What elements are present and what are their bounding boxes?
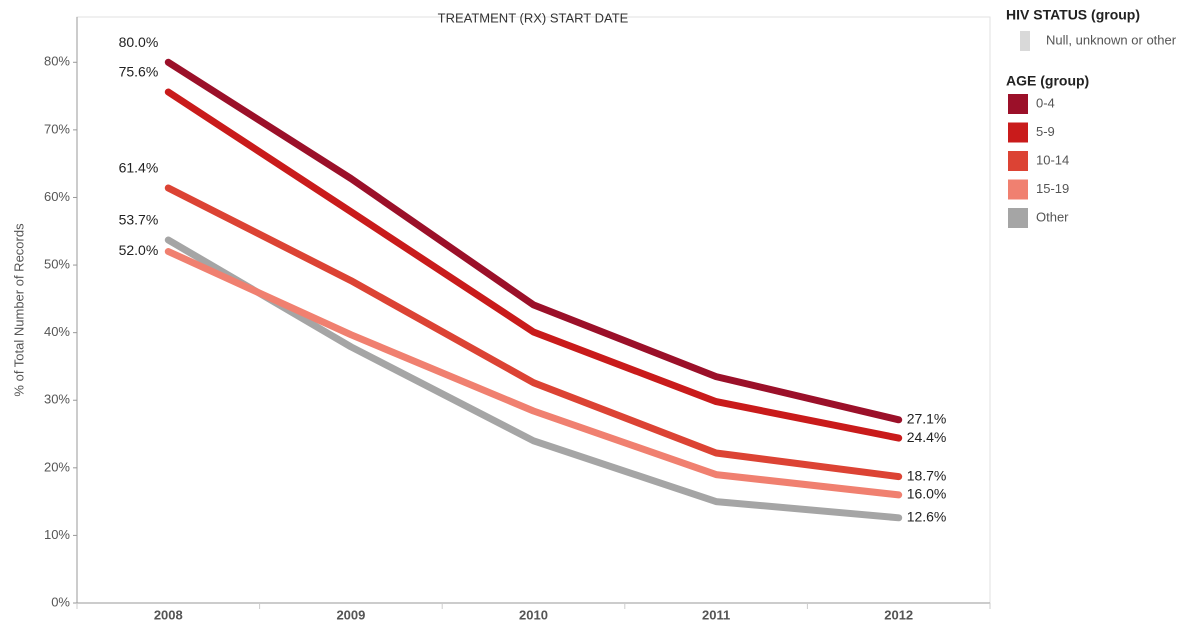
x-tick-label: 2011: [702, 607, 730, 622]
value-label: 80.0%: [119, 34, 159, 50]
series-line: [164, 88, 903, 442]
x-tick-label: 2010: [519, 607, 548, 622]
legend-label: 5-9: [1036, 124, 1055, 139]
y-tick-label: 70%: [44, 121, 70, 136]
x-tick-label: 2012: [884, 607, 913, 622]
y-tick-label: 50%: [44, 256, 70, 271]
value-label: 18.7%: [907, 467, 947, 483]
legend-swatch: [1008, 151, 1028, 171]
value-label: 53.7%: [119, 212, 159, 228]
y-tick-label: 10%: [44, 527, 70, 542]
y-tick-label: 60%: [44, 189, 70, 204]
legend-swatch: [1008, 122, 1028, 143]
value-label: 16.0%: [907, 486, 947, 502]
value-label: 52.0%: [119, 242, 159, 258]
y-tick-label: 20%: [44, 459, 70, 474]
y-tick-label: 40%: [44, 324, 70, 339]
legend-label: 10-14: [1036, 152, 1069, 167]
legend-title: HIV STATUS (group): [1006, 7, 1140, 23]
value-label: 24.4%: [907, 429, 947, 445]
legend-swatch: [1008, 179, 1028, 200]
x-tick-label: 2009: [336, 607, 365, 622]
legend-title: AGE (group): [1006, 73, 1089, 89]
y-axis-label: % of Total Number of Records: [11, 223, 26, 397]
value-label: 61.4%: [119, 160, 159, 176]
value-label: 12.6%: [907, 509, 947, 525]
chart-title: TREATMENT (RX) START DATE: [438, 10, 629, 25]
value-label: 75.6%: [119, 64, 159, 80]
legend-swatch: [1008, 94, 1028, 114]
y-tick-label: 0%: [51, 594, 70, 609]
legend-label: 15-19: [1036, 181, 1069, 196]
series-line: [164, 58, 903, 424]
y-tick-label: 30%: [44, 392, 70, 407]
series-line: [164, 184, 903, 481]
legend-label: Other: [1036, 209, 1069, 224]
legend-label: Null, unknown or other: [1046, 32, 1177, 47]
legend-label: 0-4: [1036, 95, 1055, 110]
legend-swatch: [1008, 208, 1028, 228]
series-line: [164, 248, 903, 499]
legend-swatch: [1020, 31, 1030, 51]
y-tick-label: 80%: [44, 54, 70, 69]
value-label: 27.1%: [907, 411, 947, 427]
series-line: [164, 236, 903, 522]
x-tick-label: 2008: [154, 607, 183, 622]
